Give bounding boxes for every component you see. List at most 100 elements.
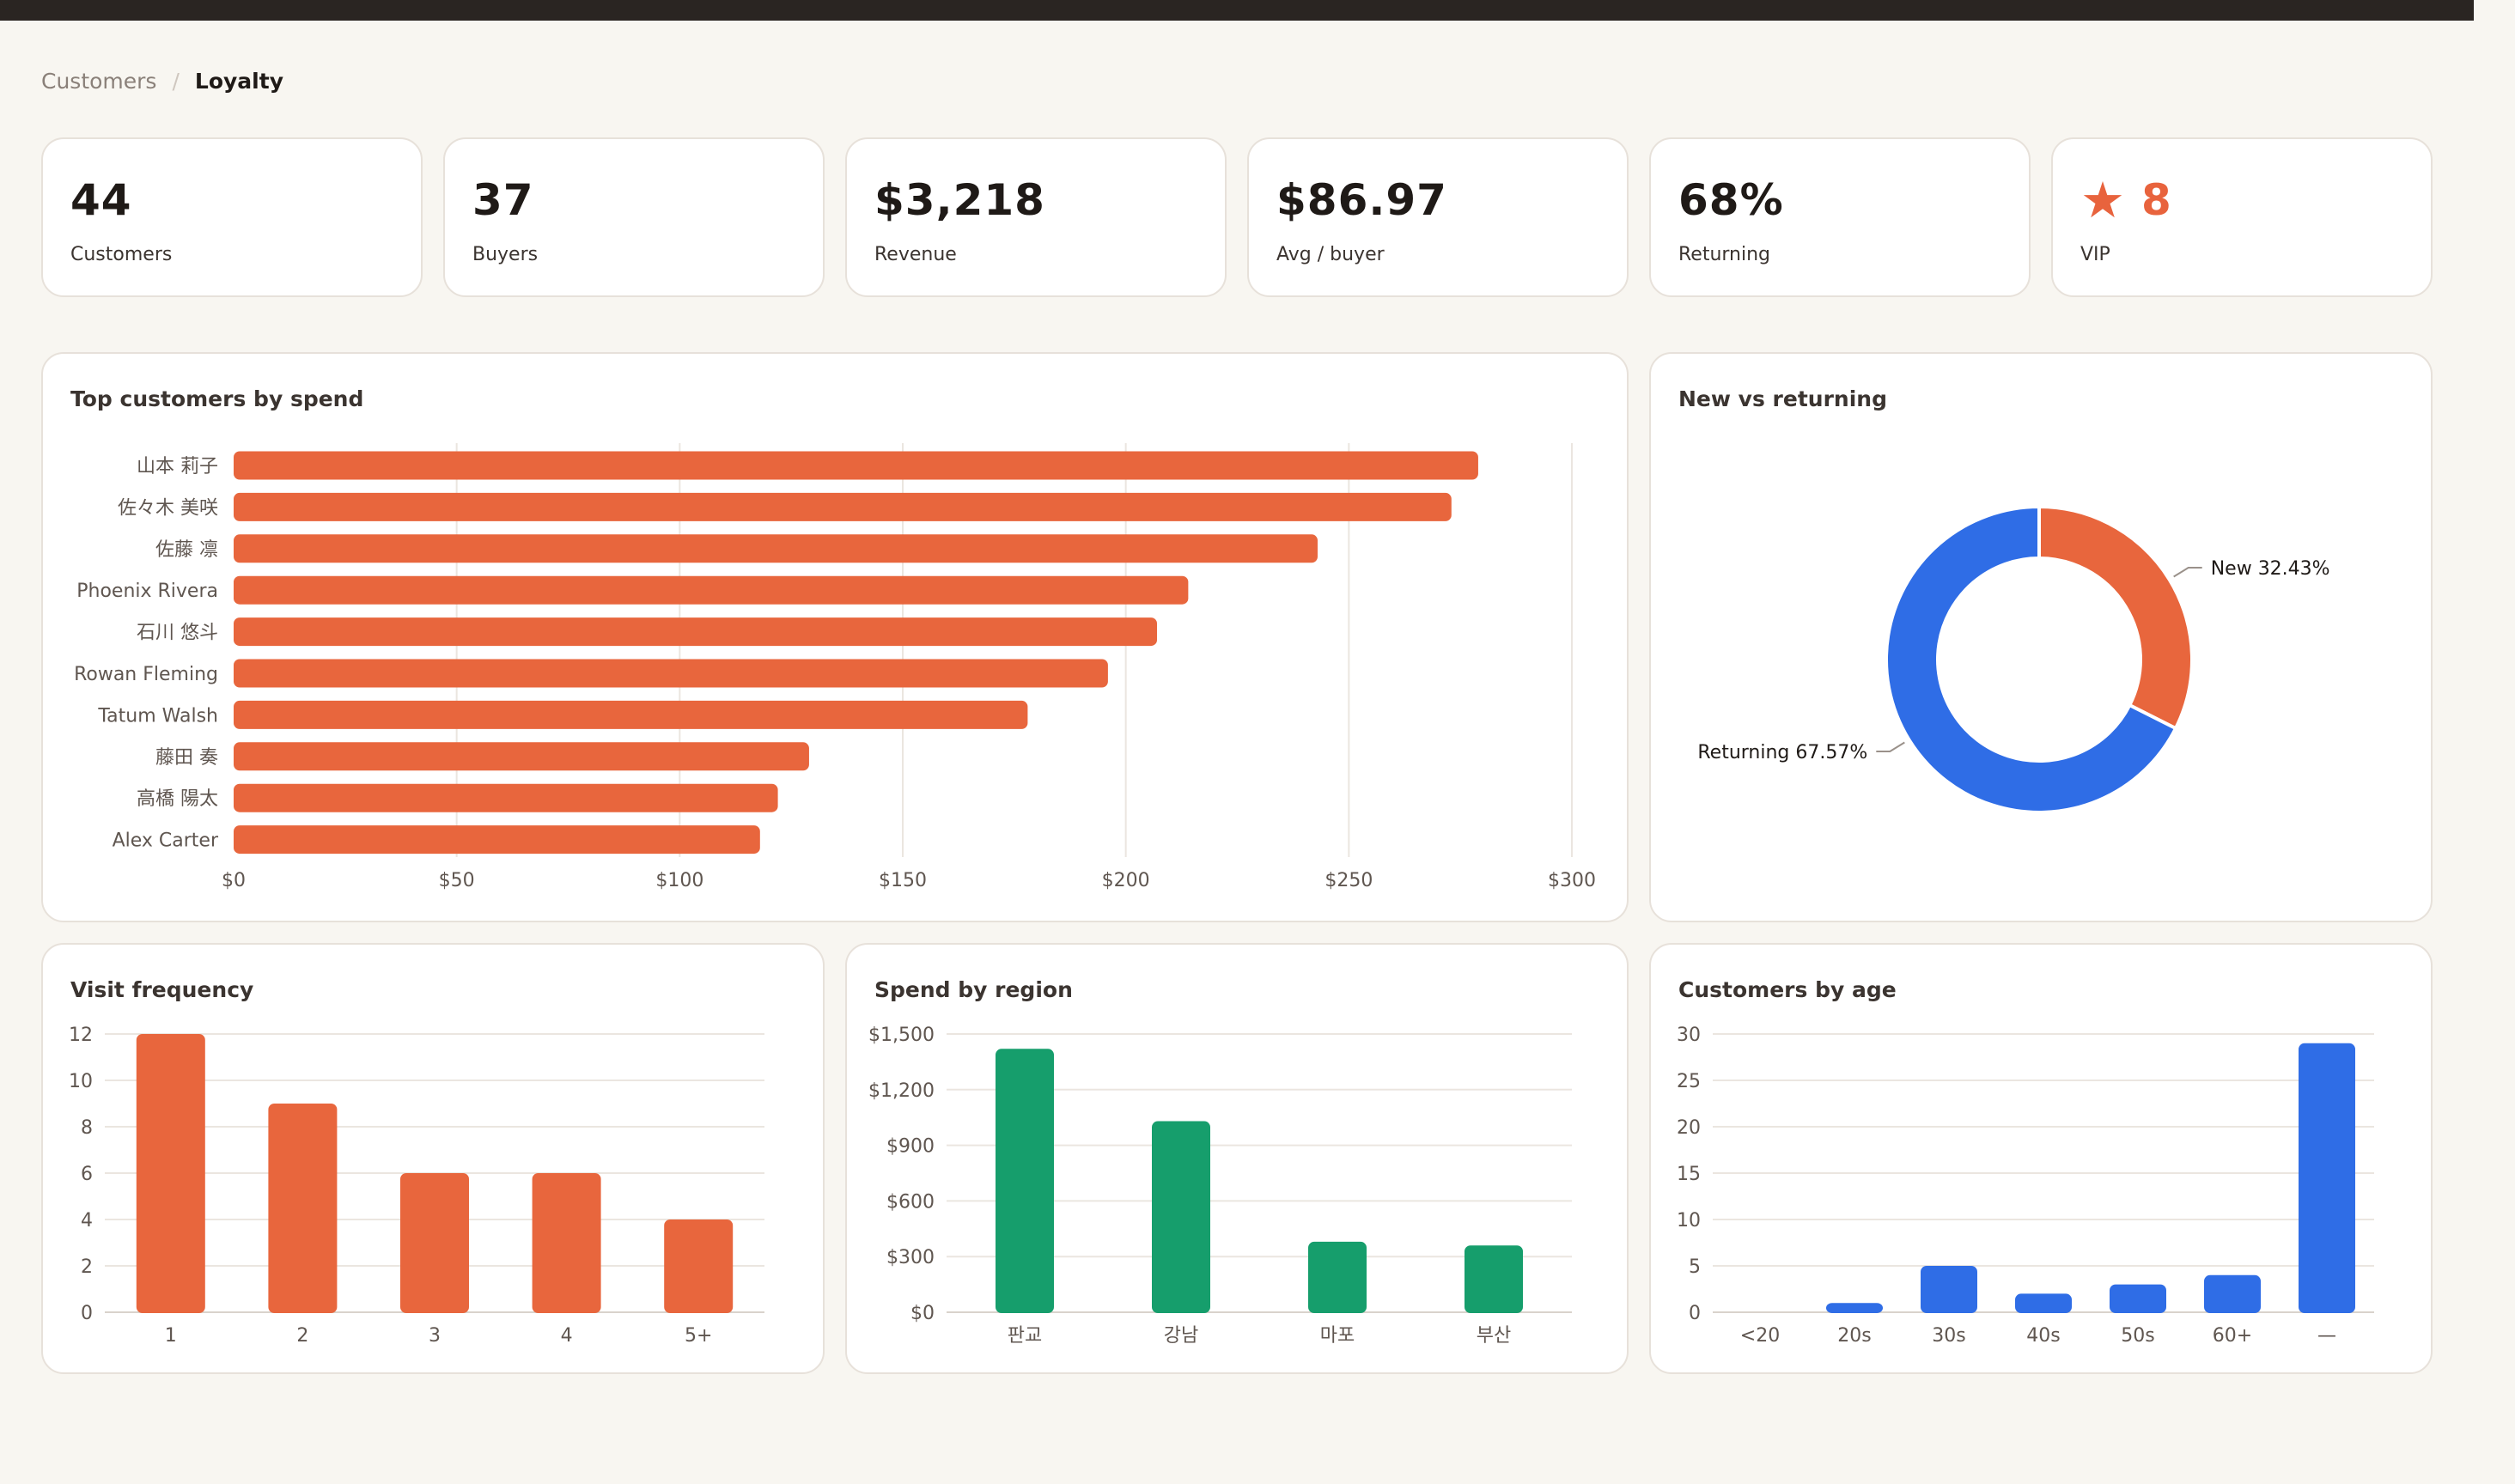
star-icon: ★ — [2080, 171, 2126, 229]
breadcrumb-customers-link[interactable]: Customers — [41, 68, 157, 94]
x-tick-label: 5+ — [685, 1325, 712, 1347]
bar — [1152, 1121, 1210, 1313]
bar — [1826, 1303, 1883, 1313]
x-tick-label: 판교 — [1008, 1325, 1042, 1347]
x-tick-label: — — [2317, 1325, 2336, 1347]
kpi-card-revenue: $3,218 Revenue — [845, 137, 1227, 297]
y-tick-label: 10 — [1677, 1210, 1701, 1232]
y-tick-label: 12 — [69, 1025, 93, 1046]
bar — [234, 451, 1478, 480]
y-tick-label: Alex Carter — [113, 830, 219, 852]
y-tick-label: 藤田 奏 — [155, 747, 218, 769]
kpi-label: Buyers — [472, 244, 539, 265]
kpi-value: 37 — [472, 175, 534, 225]
x-tick-label: $150 — [879, 870, 927, 891]
kpi-card-returning: 68% Returning — [1649, 137, 2031, 297]
x-tick-label: 60+ — [2213, 1325, 2252, 1347]
bar — [234, 700, 1028, 729]
y-tick-label: Rowan Fleming — [74, 664, 218, 685]
y-tick-label: 佐々木 美咲 — [118, 497, 218, 519]
y-tick-label: $600 — [886, 1191, 935, 1213]
y-tick-label: 4 — [81, 1210, 93, 1232]
y-tick-label: $1,200 — [868, 1080, 935, 1102]
x-tick-label: 마포 — [1320, 1325, 1355, 1347]
panel-new-vs-returning: New vs returning New 32.43% Returning 67.… — [1649, 352, 2433, 922]
leader-line — [1876, 741, 1905, 752]
breadcrumb-separator: / — [172, 68, 180, 94]
bar — [532, 1173, 601, 1313]
x-tick-label: 50s — [2121, 1325, 2154, 1347]
x-tick-label: 20s — [1837, 1325, 1871, 1347]
y-tick-label: $300 — [886, 1247, 935, 1268]
y-tick-label: 5 — [1689, 1256, 1701, 1278]
x-tick-label: $100 — [655, 870, 703, 891]
slice-name: Returning — [1697, 742, 1795, 763]
bar — [1465, 1245, 1523, 1313]
panel-title: New vs returning — [1678, 386, 1887, 411]
kpi-value: $3,218 — [874, 175, 1045, 225]
y-tick-label: Tatum Walsh — [97, 705, 218, 727]
bar — [996, 1049, 1054, 1313]
slice-label: Returning 67.57% — [1697, 742, 1867, 763]
bar — [136, 1034, 205, 1313]
donut-slice-returning — [1885, 504, 2178, 814]
x-tick-label: 30s — [1932, 1325, 1965, 1347]
bar — [234, 534, 1318, 563]
bar — [234, 783, 778, 812]
kpi-card-customers: 44 Customers — [41, 137, 423, 297]
bar — [2015, 1293, 2072, 1313]
y-tick-label: $900 — [886, 1136, 935, 1158]
bar — [234, 659, 1108, 688]
top-bar — [0, 0, 2474, 21]
y-tick-label: 6 — [81, 1164, 93, 1185]
kpi-value: 68% — [1678, 175, 1784, 225]
y-tick-label: 山本 莉子 — [137, 456, 218, 477]
panel-title: Top customers by spend — [70, 386, 364, 411]
y-tick-label: 2 — [81, 1256, 93, 1278]
kpi-value: $86.97 — [1276, 175, 1447, 225]
leader-line — [2173, 567, 2202, 578]
x-tick-label: 4 — [561, 1325, 573, 1347]
slice-value: 32.43% — [2258, 558, 2330, 580]
x-tick-label: 강남 — [1164, 1325, 1198, 1347]
y-tick-label: 15 — [1677, 1164, 1701, 1185]
breadcrumb: Customers / Loyalty — [41, 65, 283, 96]
panel-title: Customers by age — [1678, 977, 1897, 1002]
y-tick-label: Phoenix Rivera — [76, 581, 218, 602]
kpi-label: VIP — [2080, 244, 2110, 265]
y-tick-label: $0 — [910, 1303, 935, 1324]
y-tick-label: 30 — [1677, 1025, 1701, 1046]
donut-slice-new — [2037, 504, 2194, 731]
panel-title: Visit frequency — [70, 977, 254, 1002]
kpi-label: Customers — [70, 244, 173, 265]
kpi-label: Returning — [1678, 244, 1771, 265]
slice-label: New 32.43% — [2211, 558, 2330, 580]
bar — [234, 825, 760, 855]
y-tick-label: 高橋 陽太 — [137, 788, 218, 810]
bar — [268, 1104, 338, 1313]
kpi-value: ★ 8 — [2080, 175, 2172, 225]
x-tick-label: 2 — [296, 1325, 308, 1347]
x-tick-label: $200 — [1102, 870, 1150, 891]
bar — [234, 617, 1158, 647]
bar — [234, 742, 809, 771]
bar — [234, 575, 1189, 605]
x-tick-label: 3 — [429, 1325, 441, 1347]
panel-top-customers: Top customers by spend $0 $50 $100 $150 $200… — [41, 352, 1629, 922]
y-tick-label: 8 — [81, 1117, 93, 1139]
slice-name: New — [2211, 558, 2258, 580]
vip-count: 8 — [2141, 175, 2172, 225]
kpi-label: Revenue — [874, 244, 957, 265]
bar — [234, 492, 1452, 521]
x-tick-label: 부산 — [1477, 1325, 1511, 1347]
y-tick-label: 20 — [1677, 1117, 1701, 1139]
breadcrumb-current: Loyalty — [194, 68, 283, 94]
panel-customers-by-age: Customers by age 0 5 10 15 20 25 30 <20 20s 30s 40… — [1649, 943, 2433, 1374]
y-tick-label: 石川 悠斗 — [137, 623, 218, 644]
bar — [400, 1173, 469, 1313]
bar — [1921, 1266, 1977, 1313]
y-tick-label: 25 — [1677, 1071, 1701, 1092]
y-tick-label: 10 — [69, 1071, 93, 1092]
